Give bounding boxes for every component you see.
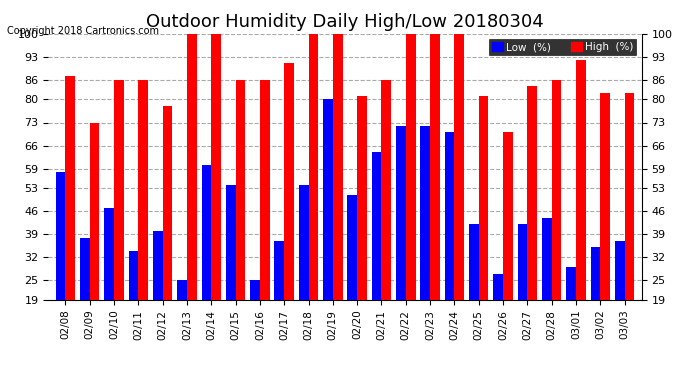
Bar: [299, 185, 308, 363]
Bar: [445, 132, 455, 363]
Bar: [211, 34, 221, 363]
Bar: [275, 241, 284, 363]
Bar: [479, 96, 489, 363]
Bar: [357, 96, 367, 363]
Bar: [177, 280, 187, 363]
Bar: [348, 195, 357, 363]
Bar: [56, 172, 66, 363]
Bar: [542, 218, 552, 363]
Bar: [576, 60, 586, 363]
Bar: [187, 34, 197, 363]
Legend: Low  (%), High  (%): Low (%), High (%): [489, 39, 636, 56]
Bar: [624, 93, 634, 363]
Bar: [333, 34, 342, 363]
Bar: [493, 274, 503, 363]
Bar: [114, 80, 124, 363]
Bar: [455, 34, 464, 363]
Title: Outdoor Humidity Daily High/Low 20180304: Outdoor Humidity Daily High/Low 20180304: [146, 13, 544, 31]
Bar: [430, 34, 440, 363]
Bar: [80, 237, 90, 363]
Bar: [406, 34, 415, 363]
Bar: [138, 80, 148, 363]
Bar: [90, 123, 99, 363]
Bar: [503, 132, 513, 363]
Bar: [163, 106, 172, 363]
Text: Copyright 2018 Cartronics.com: Copyright 2018 Cartronics.com: [7, 26, 159, 36]
Bar: [469, 224, 479, 363]
Bar: [591, 248, 600, 363]
Bar: [104, 208, 114, 363]
Bar: [284, 63, 294, 363]
Bar: [235, 80, 245, 363]
Bar: [128, 251, 138, 363]
Bar: [420, 126, 430, 363]
Bar: [308, 34, 318, 363]
Bar: [518, 224, 527, 363]
Bar: [260, 80, 270, 363]
Bar: [600, 93, 610, 363]
Bar: [250, 280, 260, 363]
Bar: [153, 231, 163, 363]
Bar: [226, 185, 235, 363]
Bar: [396, 126, 406, 363]
Bar: [201, 165, 211, 363]
Bar: [323, 99, 333, 363]
Bar: [615, 241, 624, 363]
Bar: [372, 152, 382, 363]
Bar: [527, 86, 537, 363]
Bar: [566, 267, 576, 363]
Bar: [382, 80, 391, 363]
Bar: [66, 76, 75, 363]
Bar: [552, 80, 562, 363]
